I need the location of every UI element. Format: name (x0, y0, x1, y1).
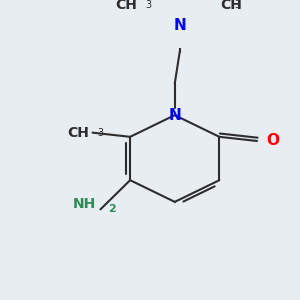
Text: 3: 3 (234, 0, 240, 10)
Text: N: N (168, 108, 181, 123)
Text: NH: NH (73, 197, 97, 211)
Text: CH: CH (220, 0, 242, 12)
Text: O: O (266, 134, 279, 148)
Text: CH: CH (68, 126, 89, 140)
Text: 3: 3 (98, 128, 103, 138)
Text: 3: 3 (145, 0, 151, 10)
Text: CH: CH (115, 0, 137, 12)
Text: 2: 2 (108, 204, 116, 214)
Text: N: N (173, 18, 186, 33)
